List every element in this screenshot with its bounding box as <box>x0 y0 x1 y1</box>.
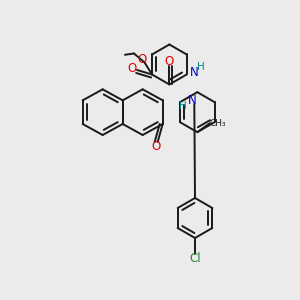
Text: Cl: Cl <box>189 253 201 266</box>
Text: H: H <box>179 101 187 111</box>
Text: N: N <box>190 66 199 79</box>
Text: O: O <box>128 62 137 76</box>
Text: O: O <box>151 140 160 154</box>
Text: N: N <box>188 94 197 107</box>
Text: O: O <box>137 53 146 66</box>
Text: CH₃: CH₃ <box>210 119 226 128</box>
Text: O: O <box>165 55 174 68</box>
Text: H: H <box>197 62 205 73</box>
